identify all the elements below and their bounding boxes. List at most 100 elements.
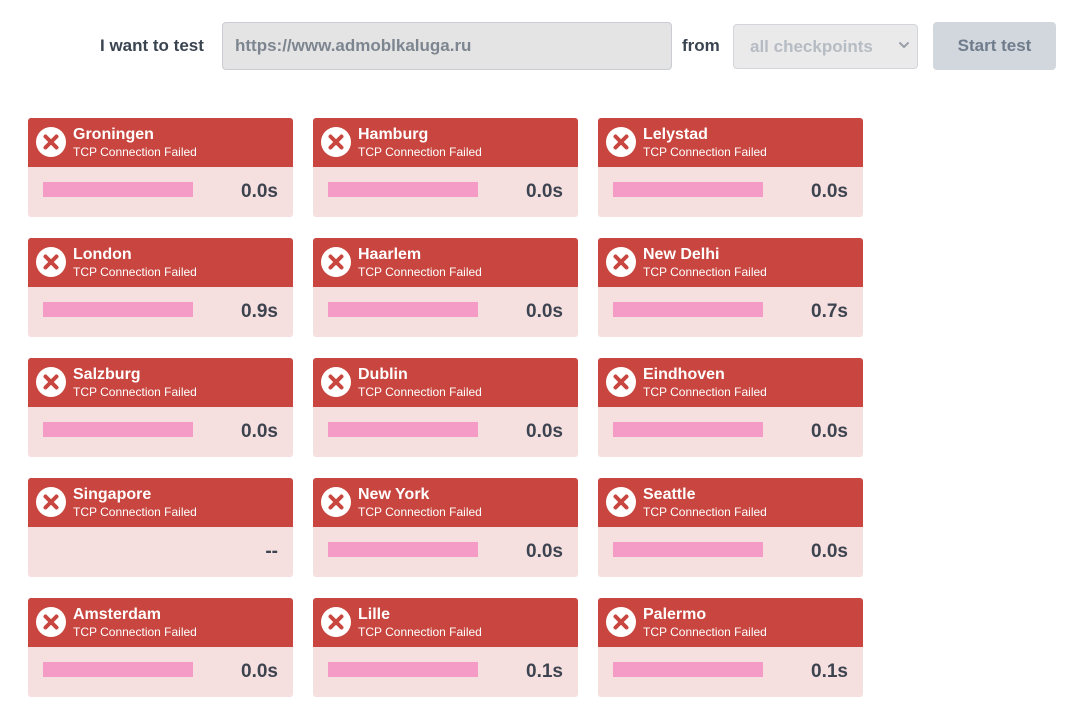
response-time-bar	[43, 302, 193, 317]
checkpoint-status: TCP Connection Failed	[358, 505, 482, 519]
card-header: Haarlem TCP Connection Failed	[313, 238, 578, 287]
response-time-bar	[328, 422, 478, 437]
response-time: 0.0s	[526, 301, 563, 322]
checkpoint-status: TCP Connection Failed	[358, 145, 482, 159]
response-time: 0.9s	[241, 301, 278, 322]
card-body: 0.0s	[313, 287, 578, 337]
checkpoint-card: Lelystad TCP Connection Failed 0.0s	[598, 118, 863, 217]
response-time: 0.1s	[811, 661, 848, 682]
checkpoint-city: Amsterdam	[73, 606, 162, 623]
checkpoint-status: TCP Connection Failed	[73, 145, 197, 159]
checkpoint-status: TCP Connection Failed	[358, 385, 482, 399]
checkpoint-city: Eindhoven	[643, 366, 725, 383]
checkpoint-card: Eindhoven TCP Connection Failed 0.0s	[598, 358, 863, 457]
checkpoint-city: Groningen	[73, 126, 154, 143]
error-x-icon	[606, 367, 636, 397]
start-test-button[interactable]: Start test	[933, 22, 1056, 70]
error-x-icon	[321, 607, 351, 637]
card-body: 0.7s	[598, 287, 863, 337]
checkpoint-card: Haarlem TCP Connection Failed 0.0s	[313, 238, 578, 337]
checkpoint-card: New York TCP Connection Failed 0.0s	[313, 478, 578, 577]
checkpoint-city: Singapore	[73, 486, 152, 503]
checkpoint-city: Salzburg	[73, 366, 141, 383]
checkpoint-city: London	[73, 246, 132, 263]
error-x-icon	[321, 127, 351, 157]
response-time-bar	[613, 182, 763, 197]
card-header: Palermo TCP Connection Failed	[598, 598, 863, 647]
checkpoint-card: Palermo TCP Connection Failed 0.1s	[598, 598, 863, 697]
checkpoint-city: Dublin	[358, 366, 408, 383]
checkpoint-card: Seattle TCP Connection Failed 0.0s	[598, 478, 863, 577]
card-header: New York TCP Connection Failed	[313, 478, 578, 527]
card-header: Lelystad TCP Connection Failed	[598, 118, 863, 167]
error-x-icon	[36, 607, 66, 637]
card-body: 0.0s	[313, 527, 578, 577]
response-time-bar	[613, 542, 763, 557]
card-body: 0.0s	[598, 527, 863, 577]
card-body: 0.1s	[598, 647, 863, 697]
response-time: 0.0s	[811, 421, 848, 442]
checkpoint-city: New Delhi	[643, 246, 720, 263]
checkpoint-card: Groningen TCP Connection Failed 0.0s	[28, 118, 293, 217]
checkpoint-select-value: all checkpoints	[750, 37, 873, 56]
card-body: 0.0s	[28, 167, 293, 217]
error-x-icon	[36, 367, 66, 397]
error-x-icon	[321, 247, 351, 277]
url-input[interactable]	[222, 22, 672, 70]
response-time-bar	[328, 182, 478, 197]
card-header: Salzburg TCP Connection Failed	[28, 358, 293, 407]
checkpoint-select[interactable]: all checkpoints	[733, 24, 918, 69]
response-time: 0.0s	[811, 541, 848, 562]
checkpoint-card: New Delhi TCP Connection Failed 0.7s	[598, 238, 863, 337]
checkpoint-card: Singapore TCP Connection Failed --	[28, 478, 293, 577]
error-x-icon	[36, 487, 66, 517]
response-time-bar	[43, 662, 193, 677]
response-time: 0.0s	[526, 181, 563, 202]
checkpoint-city: Haarlem	[358, 246, 422, 263]
card-body: 0.0s	[598, 167, 863, 217]
checkpoint-card: Salzburg TCP Connection Failed 0.0s	[28, 358, 293, 457]
card-header: Seattle TCP Connection Failed	[598, 478, 863, 527]
card-body: --	[28, 527, 293, 577]
response-time: --	[265, 541, 278, 562]
response-time: 0.1s	[526, 661, 563, 682]
checkpoint-card: Dublin TCP Connection Failed 0.0s	[313, 358, 578, 457]
checkpoint-city: Palermo	[643, 606, 707, 623]
card-header: Amsterdam TCP Connection Failed	[28, 598, 293, 647]
checkpoint-card: Hamburg TCP Connection Failed 0.0s	[313, 118, 578, 217]
error-x-icon	[321, 367, 351, 397]
response-time: 0.0s	[241, 661, 278, 682]
checkpoint-status: TCP Connection Failed	[358, 265, 482, 279]
card-header: Dublin TCP Connection Failed	[313, 358, 578, 407]
error-x-icon	[606, 247, 636, 277]
response-time-bar	[43, 422, 193, 437]
card-header: Singapore TCP Connection Failed	[28, 478, 293, 527]
error-x-icon	[36, 127, 66, 157]
checkpoint-city: Lelystad	[643, 126, 708, 143]
error-x-icon	[606, 487, 636, 517]
card-body: 0.0s	[28, 407, 293, 457]
checkpoint-status: TCP Connection Failed	[643, 625, 767, 639]
response-time-bar	[43, 182, 193, 197]
response-time-bar	[328, 542, 478, 557]
from-label: from	[682, 36, 720, 55]
card-header: Eindhoven TCP Connection Failed	[598, 358, 863, 407]
chevron-down-icon	[899, 42, 909, 48]
response-time: 0.0s	[526, 421, 563, 442]
checkpoint-status: TCP Connection Failed	[73, 385, 197, 399]
checkpoint-status: TCP Connection Failed	[358, 625, 482, 639]
response-time: 0.0s	[526, 541, 563, 562]
error-x-icon	[606, 607, 636, 637]
card-body: 0.0s	[313, 167, 578, 217]
response-time: 0.0s	[241, 181, 278, 202]
card-body: 0.0s	[598, 407, 863, 457]
checkpoint-city: Hamburg	[358, 126, 429, 143]
card-header: New Delhi TCP Connection Failed	[598, 238, 863, 287]
checkpoint-city: New York	[358, 486, 430, 503]
card-header: Hamburg TCP Connection Failed	[313, 118, 578, 167]
response-time-bar	[613, 662, 763, 677]
checkpoint-status: TCP Connection Failed	[73, 505, 197, 519]
card-header: London TCP Connection Failed	[28, 238, 293, 287]
checkpoint-card: London TCP Connection Failed 0.9s	[28, 238, 293, 337]
card-body: 0.1s	[313, 647, 578, 697]
